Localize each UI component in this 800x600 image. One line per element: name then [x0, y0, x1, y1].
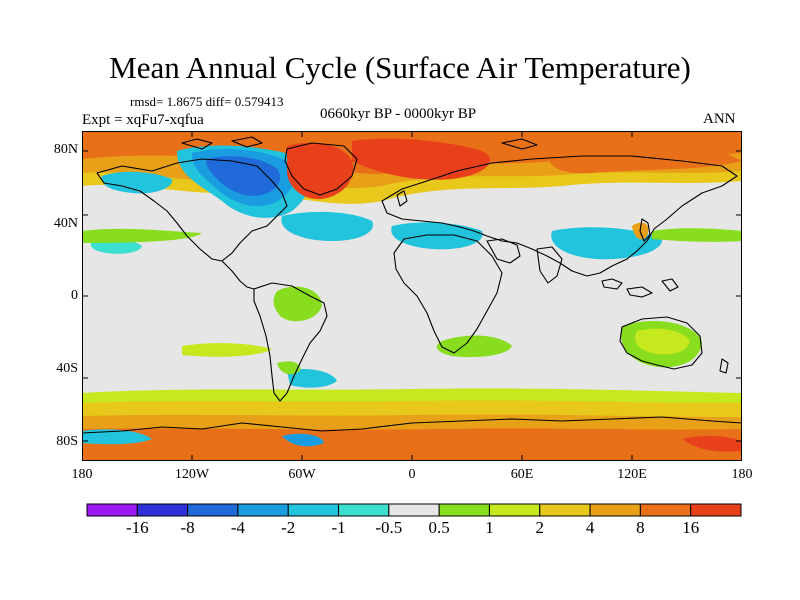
uk-coast — [396, 190, 408, 207]
stats-line: rmsd= 1.8675 diff= 0.579413 — [130, 94, 284, 109]
colorbar-label: -4 — [230, 518, 245, 537]
colorbar-label: -16 — [125, 518, 149, 537]
colorbar-box — [589, 503, 641, 517]
antarctic-dark-orange — [82, 428, 742, 461]
lat-label-80n: 80N — [53, 142, 78, 157]
africa-coast — [393, 234, 503, 354]
antarctic-blue-patch — [282, 433, 324, 447]
colorbar-label: 0.5 — [428, 518, 450, 537]
lat-label-0: 0 — [71, 288, 78, 303]
midlat-green — [82, 228, 202, 243]
colorbar-label: 4 — [585, 518, 595, 537]
asia-cyan — [551, 227, 663, 260]
europe-red-orange — [352, 138, 491, 180]
greenland-coast — [284, 142, 358, 196]
greenland-warm — [287, 142, 353, 200]
season-label: ANN — [703, 111, 736, 127]
australia-coast — [619, 316, 703, 370]
lon-label-120e: 120E — [617, 467, 647, 482]
lon-label-120w: 120W — [174, 467, 210, 482]
canada-deep-blue — [206, 156, 281, 196]
lat-label-80s: 80S — [56, 434, 78, 449]
north-america-coast — [96, 158, 288, 262]
southeast-asia-islands — [601, 278, 679, 298]
lat-label-40s: 40S — [56, 361, 78, 376]
temperature-anomaly-map — [82, 131, 742, 461]
patagonia-cooling — [287, 369, 337, 388]
colorbar-box — [690, 503, 742, 517]
colorbar-box — [338, 503, 390, 517]
colorbar-box — [539, 503, 591, 517]
pacific-tropics-green — [182, 343, 272, 357]
lon-label-0: 0 — [408, 467, 416, 482]
india-coast — [536, 246, 563, 284]
south-america-coast — [253, 282, 328, 402]
arctic-islands — [181, 136, 538, 150]
colorbar — [86, 503, 742, 517]
antarctica-coast — [82, 416, 742, 434]
period-label: 0660kyr BP - 0000kyr BP — [320, 106, 477, 122]
colorbar-label: 1 — [485, 518, 494, 537]
alaska-cooling — [101, 171, 173, 194]
colorbar-box — [187, 503, 239, 517]
coastlines — [82, 136, 742, 434]
antarctic-cyan-patch — [82, 429, 152, 445]
eurasia-cyan — [391, 222, 483, 250]
colorbar-label: 16 — [682, 518, 700, 537]
siberia-red-orange — [549, 147, 742, 174]
antarctic-red-patch — [682, 435, 742, 452]
japan-coast — [639, 218, 651, 242]
new-zealand-coast — [719, 358, 729, 374]
map-title: Mean Annual Cycle (Surface Air Temperatu… — [109, 50, 691, 85]
lon-label-60w: 60W — [288, 467, 316, 482]
central-america-coast — [221, 260, 255, 290]
colorbar-label: -8 — [180, 518, 195, 537]
colorbar-label: -2 — [281, 518, 296, 537]
colorbar-box — [287, 503, 340, 517]
colorbar-box — [438, 503, 490, 517]
experiment-label: Expt = xqFu7-xqfua — [82, 112, 204, 128]
colorbar-box — [86, 503, 138, 517]
pacific-green — [652, 228, 742, 242]
colorbar-label: 8 — [636, 518, 645, 537]
colorbar-label: 2 — [535, 518, 545, 537]
lon-label-180-east: 180 — [731, 467, 753, 482]
colorbar-box — [237, 503, 289, 517]
colorbar-box — [136, 503, 189, 517]
colorbar-label: -1 — [331, 518, 346, 537]
map-ticks — [82, 131, 742, 461]
lon-label-180-west: 180 — [71, 467, 93, 482]
lat-label-40n: 40N — [53, 216, 78, 231]
arabia-coast — [486, 238, 521, 264]
colorbar-box — [388, 503, 440, 517]
south-america-green — [273, 286, 322, 322]
lon-label-60e: 60E — [510, 467, 534, 482]
australia-yellow — [635, 328, 690, 355]
colorbar-box — [488, 503, 541, 517]
atlantic-cyan — [281, 211, 373, 241]
colorbar-box — [639, 503, 692, 517]
south-america-south-green — [277, 361, 301, 375]
eurasia-coast — [381, 155, 738, 277]
colorbar-label: -0.5 — [375, 518, 403, 537]
